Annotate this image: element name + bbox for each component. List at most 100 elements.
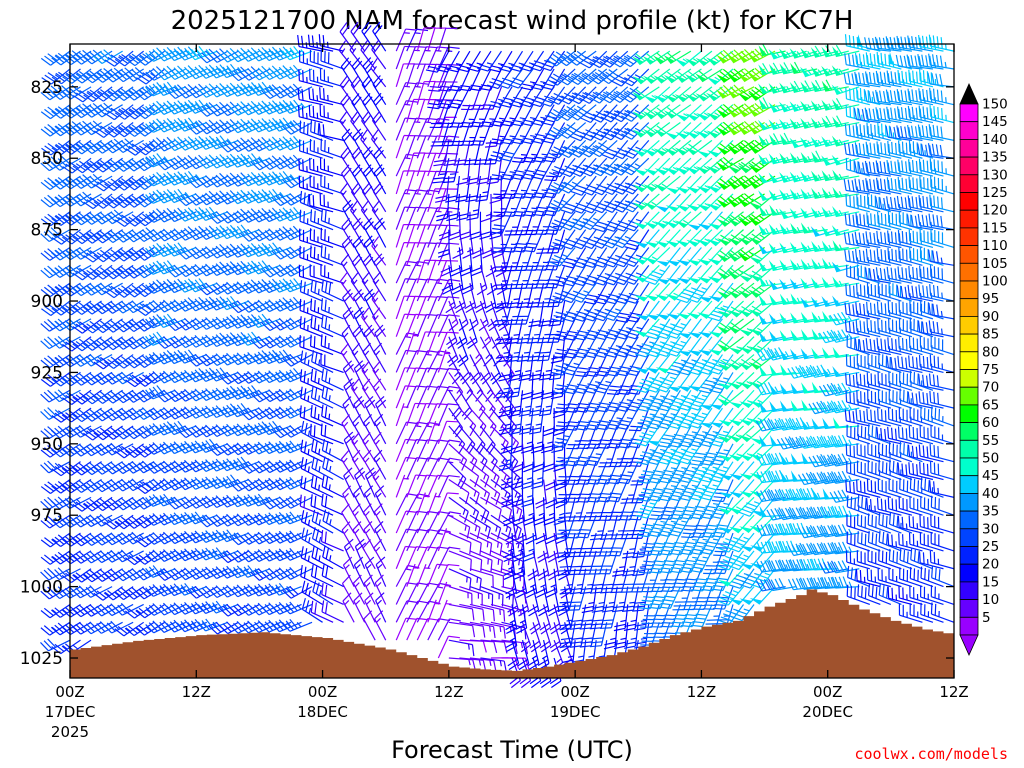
wind-barb [72,496,102,512]
colorbar-cell [959,298,979,317]
colorbar-cell [959,386,979,406]
wind-barb [82,353,113,367]
wind-barb [114,104,145,120]
y-tick-label: 950 [31,435,63,455]
wind-barb [82,229,113,244]
wind-barb [93,122,123,138]
wind-barb [93,86,123,102]
wind-barb [83,193,113,210]
wind-barb [103,229,134,244]
wind-barb [166,420,197,436]
wind-barb [92,102,123,118]
wind-barbs [40,21,955,689]
x-tick-label: 00Z [55,683,84,701]
wind-barb [187,440,218,454]
wind-barb [93,336,123,351]
wind-barb [124,246,155,262]
wind-barb [82,173,113,189]
wind-barb [104,354,134,370]
colorbar-cell [959,528,979,547]
colorbar-label: 90 [982,309,999,325]
wind-barb [135,156,166,172]
x-axis-label: Forecast Time (UTC) [391,736,633,764]
wind-barb [239,565,271,578]
wind-barb [176,117,208,132]
wind-barb [41,300,71,316]
wind-barb [145,153,176,168]
colorbar-label: 45 [982,468,999,484]
wind-barb [145,331,176,346]
y-tick-label: 825 [31,78,63,98]
wind-barb [239,385,271,400]
wind-barb [218,224,250,240]
wind-barb [40,621,71,636]
colorbar-label: 145 [982,114,1008,130]
wind-barb [61,264,92,278]
colorbar-label: 130 [982,167,1008,183]
colorbar-cell [959,422,979,441]
wind-barb [114,211,145,227]
wind-barb [239,331,271,346]
colorbar-cell [959,457,979,477]
colorbar-cell [959,369,979,388]
wind-barb [103,246,134,262]
wind-barb [135,318,166,332]
wind-barb [72,86,102,103]
wind-barb [187,207,218,222]
wind-barb [41,68,71,85]
wind-barb [155,313,186,329]
wind-barb [176,511,208,525]
wind-barb [176,582,208,596]
wind-barb [104,122,134,138]
wind-barb [93,229,123,244]
wind-barb [72,461,102,476]
wind-barb [187,99,218,114]
colorbar-cell [959,315,979,335]
wind-barb [114,621,145,637]
wind-barb [93,264,123,280]
chart-title: 2025121700 NAM forecast wind profile (kt… [171,6,854,36]
wind-barb [40,532,71,548]
colorbar-cell [959,599,979,618]
wind-barb [208,296,239,311]
x-tick-date: 20DEC [802,703,853,721]
wind-barb [239,260,271,275]
y-tick-label: 925 [31,363,63,383]
colorbar-cell [959,280,979,300]
wind-barb [93,246,123,263]
wind-barb [93,354,123,370]
wind-barb [218,529,250,543]
wind-barb [114,50,145,67]
wind-barb [40,227,71,242]
wind-barb [134,336,166,350]
wind-barb [218,63,250,79]
wind-barb [51,407,81,423]
wind-barb [124,175,155,191]
credit-link[interactable]: coolwx.com/models [854,745,1008,763]
wind-barb [82,120,113,136]
colorbar-cell [959,192,979,211]
colorbar-cell [959,563,979,583]
wind-barb [250,189,281,204]
y-tick-label: 875 [31,221,63,241]
colorbar-bottom-arrow [959,634,979,656]
wind-barb [250,260,281,275]
colorbar-label: 140 [982,132,1008,148]
x-tick-date: 19DEC [550,703,601,721]
wind-barb [166,188,197,204]
wind-barb [208,600,239,614]
wind-barb [93,425,123,441]
wind-barb [197,438,229,453]
wind-barb [82,585,113,598]
wind-barb [114,157,144,172]
wind-barb [51,229,81,245]
x-tick-label: 12Z [434,683,463,701]
wind-barb [145,314,176,329]
wind-barb [103,586,134,601]
wind-barb [72,336,102,352]
colorbar-label: 110 [982,238,1008,254]
colorbar-label: 125 [982,185,1008,201]
colorbar-label: 105 [982,256,1008,272]
wind-barb [114,443,145,459]
